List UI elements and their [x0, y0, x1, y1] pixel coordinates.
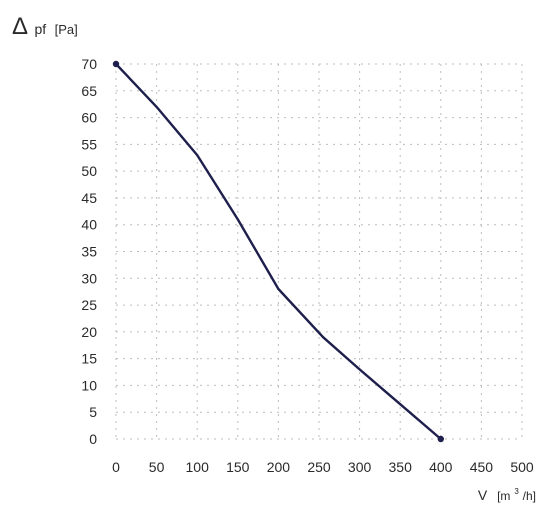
y-axis-symbol: Δ	[12, 13, 28, 40]
x-tick-label: 150	[226, 459, 250, 475]
y-tick-label: 60	[81, 110, 97, 126]
y-axis-unit: [Pa]	[55, 22, 78, 37]
y-tick-label: 20	[81, 324, 97, 340]
y-tick-label: 40	[81, 217, 97, 233]
x-axis-title: V [m 3 /h]	[478, 481, 536, 503]
y-axis-title: Δ pf [Pa]	[12, 13, 78, 40]
x-tick-label: 100	[186, 459, 210, 475]
x-tick-label: 50	[149, 459, 165, 475]
y-tick-label: 55	[81, 136, 97, 152]
x-tick-label: 200	[267, 459, 291, 475]
y-tick-label: 15	[81, 351, 97, 367]
y-tick-label: 25	[81, 297, 97, 313]
y-tick-label: 65	[81, 83, 97, 99]
x-axis-unit-prefix: [m	[497, 489, 510, 503]
y-tick-label: 0	[89, 431, 97, 447]
y-tick-labels: 0 5 10 15 20 25 30 35 40 45 50 55 60 65 70	[81, 56, 97, 447]
grid	[115, 63, 523, 440]
series-end-point	[437, 435, 444, 443]
y-tick-label: 30	[81, 270, 97, 286]
x-tick-label: 0	[112, 459, 120, 475]
x-tick-label: 500	[510, 459, 534, 475]
y-axis-subscript: pf	[34, 21, 46, 37]
y-tick-label: 50	[81, 163, 97, 179]
series-line	[114, 62, 442, 441]
series-layer	[112, 60, 444, 443]
y-tick-label: 70	[81, 56, 97, 72]
x-tick-label: 300	[348, 459, 372, 475]
y-tick-label: 35	[81, 244, 97, 260]
series-start-point	[112, 60, 120, 68]
x-tick-label: 250	[307, 459, 331, 475]
x-axis-unit-sup: 3	[514, 487, 519, 496]
x-tick-label: 450	[470, 459, 494, 475]
x-tick-labels: 0 50 100 150 200 250 300 350 400 450 500	[112, 459, 534, 475]
x-axis-symbol: V	[478, 487, 488, 503]
y-tick-label: 10	[81, 377, 97, 393]
y-tick-label: 5	[89, 404, 97, 420]
x-tick-label: 400	[429, 459, 453, 475]
y-tick-label: 45	[81, 190, 97, 206]
x-tick-label: 350	[389, 459, 413, 475]
x-axis-unit-suffix: /h]	[523, 489, 536, 503]
